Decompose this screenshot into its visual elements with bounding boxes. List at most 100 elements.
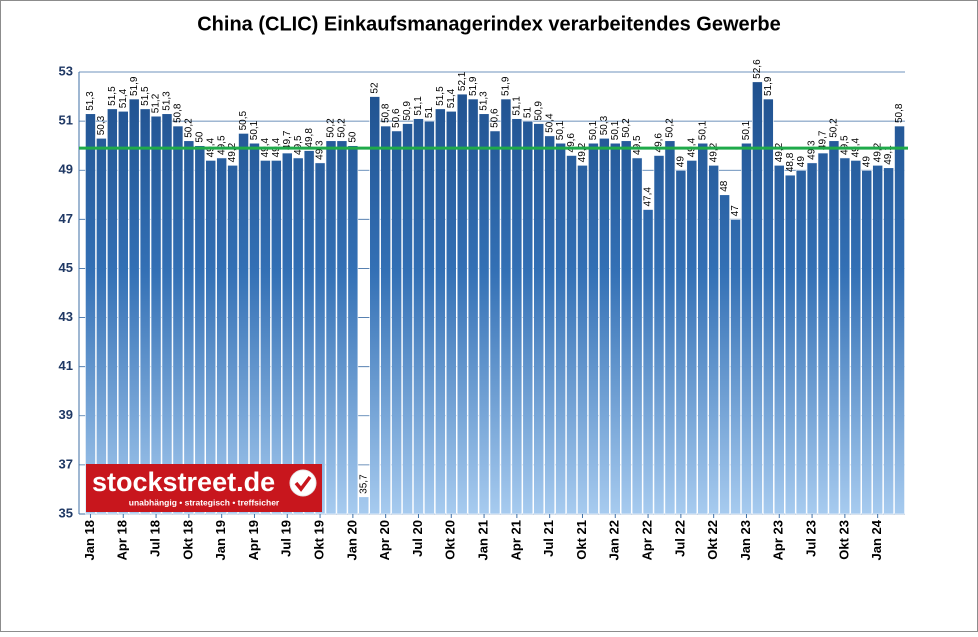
value-label: 50,5 [238,110,249,130]
y-tick-label: 41 [59,358,73,373]
value-label: 50 [348,131,359,143]
y-tick-label: 35 [59,505,73,520]
x-tick-label: Jan 19 [213,520,228,560]
y-tick-label: 45 [59,260,73,275]
value-label: 50,1 [249,120,260,140]
bar [161,113,173,515]
bar [128,98,140,515]
value-label: 51,5 [107,86,118,106]
x-tick-label: Okt 22 [705,520,720,560]
value-label: 51,9 [501,76,512,96]
bar [96,138,107,515]
bar [380,125,391,515]
value-label: 50,1 [741,120,752,140]
value-label: 51,5 [435,86,446,106]
x-tick-label: Okt 23 [836,520,851,560]
bar [763,98,774,515]
bar [784,174,796,515]
x-tick-label: Jan 22 [607,520,622,560]
bar [741,142,752,515]
x-tick-label: Apr 21 [508,520,523,560]
value-label: 50 [194,131,205,143]
bar [325,140,337,515]
bar [817,152,829,515]
bar [347,145,359,515]
bar [533,123,545,515]
bar [303,150,315,515]
value-label: 50,1 [610,120,621,140]
bar [336,140,348,515]
logo: stockstreet.de unabhängig • strategisch … [86,464,322,512]
bar [686,160,698,515]
y-tick-label: 49 [59,162,73,177]
bar [358,496,370,515]
bar [653,155,665,515]
value-label: 49,2 [577,142,588,162]
y-tick-label: 37 [59,456,73,471]
bar [445,110,457,515]
x-tick-label: Jul 21 [541,520,556,557]
bar [260,160,271,515]
y-tick-label: 43 [59,309,73,324]
x-tick-label: Jul 20 [410,520,425,557]
value-label: 50,8 [173,103,184,123]
value-label: 51,3 [85,91,96,111]
value-label: 51,5 [140,86,151,106]
value-label: 51,1 [413,96,424,116]
bar [850,160,862,515]
bar [172,125,184,515]
value-label: 51,9 [129,76,140,96]
bar [139,108,151,515]
bar [675,169,687,515]
bar [435,108,446,515]
value-label: 49,1 [883,145,894,165]
bar [216,157,227,515]
bar [566,155,577,515]
x-tick-label: Apr 23 [771,520,786,560]
bar [500,98,512,515]
bar [894,125,905,515]
value-label: 49,3 [807,140,818,160]
bar [599,138,610,515]
value-label: 49,7 [818,130,829,150]
logo-slogan: unabhängig • strategisch • treffsicher [129,497,280,507]
bar [872,165,883,515]
value-label: 52,1 [457,71,468,91]
bar [369,96,381,515]
y-tick-label: 53 [59,63,73,78]
bar [478,113,490,515]
value-label: 52 [369,82,380,94]
value-label: 50,2 [829,118,840,138]
bar [664,140,676,515]
x-tick-label: Jan 24 [869,519,884,560]
value-label: 49 [861,156,872,168]
bar [402,123,413,515]
x-tick-label: Okt 19 [312,520,327,560]
value-label: 50,2 [337,118,348,138]
x-tick-label: Apr 19 [246,520,261,560]
value-label: 47 [730,205,741,217]
bar [117,110,129,515]
bar [708,165,719,515]
value-label: 51,9 [763,76,774,96]
value-label: 52,6 [752,59,763,79]
bar [489,130,501,515]
bar [555,142,566,515]
bar [194,145,206,515]
bar [839,157,851,515]
bar [861,169,873,515]
bar [205,160,217,515]
bar [424,120,435,515]
bar [631,157,643,515]
value-label: 50,2 [326,118,337,138]
bar [883,167,894,515]
x-tick-label: Jan 23 [738,520,753,560]
value-label: 49,5 [632,135,643,155]
value-label: 49,7 [282,130,293,150]
bar [642,209,654,515]
bar [544,135,555,515]
bar [107,108,118,515]
value-label: 50,6 [490,108,501,128]
x-tick-label: Okt 18 [180,520,195,560]
value-label: 51 [424,107,435,119]
